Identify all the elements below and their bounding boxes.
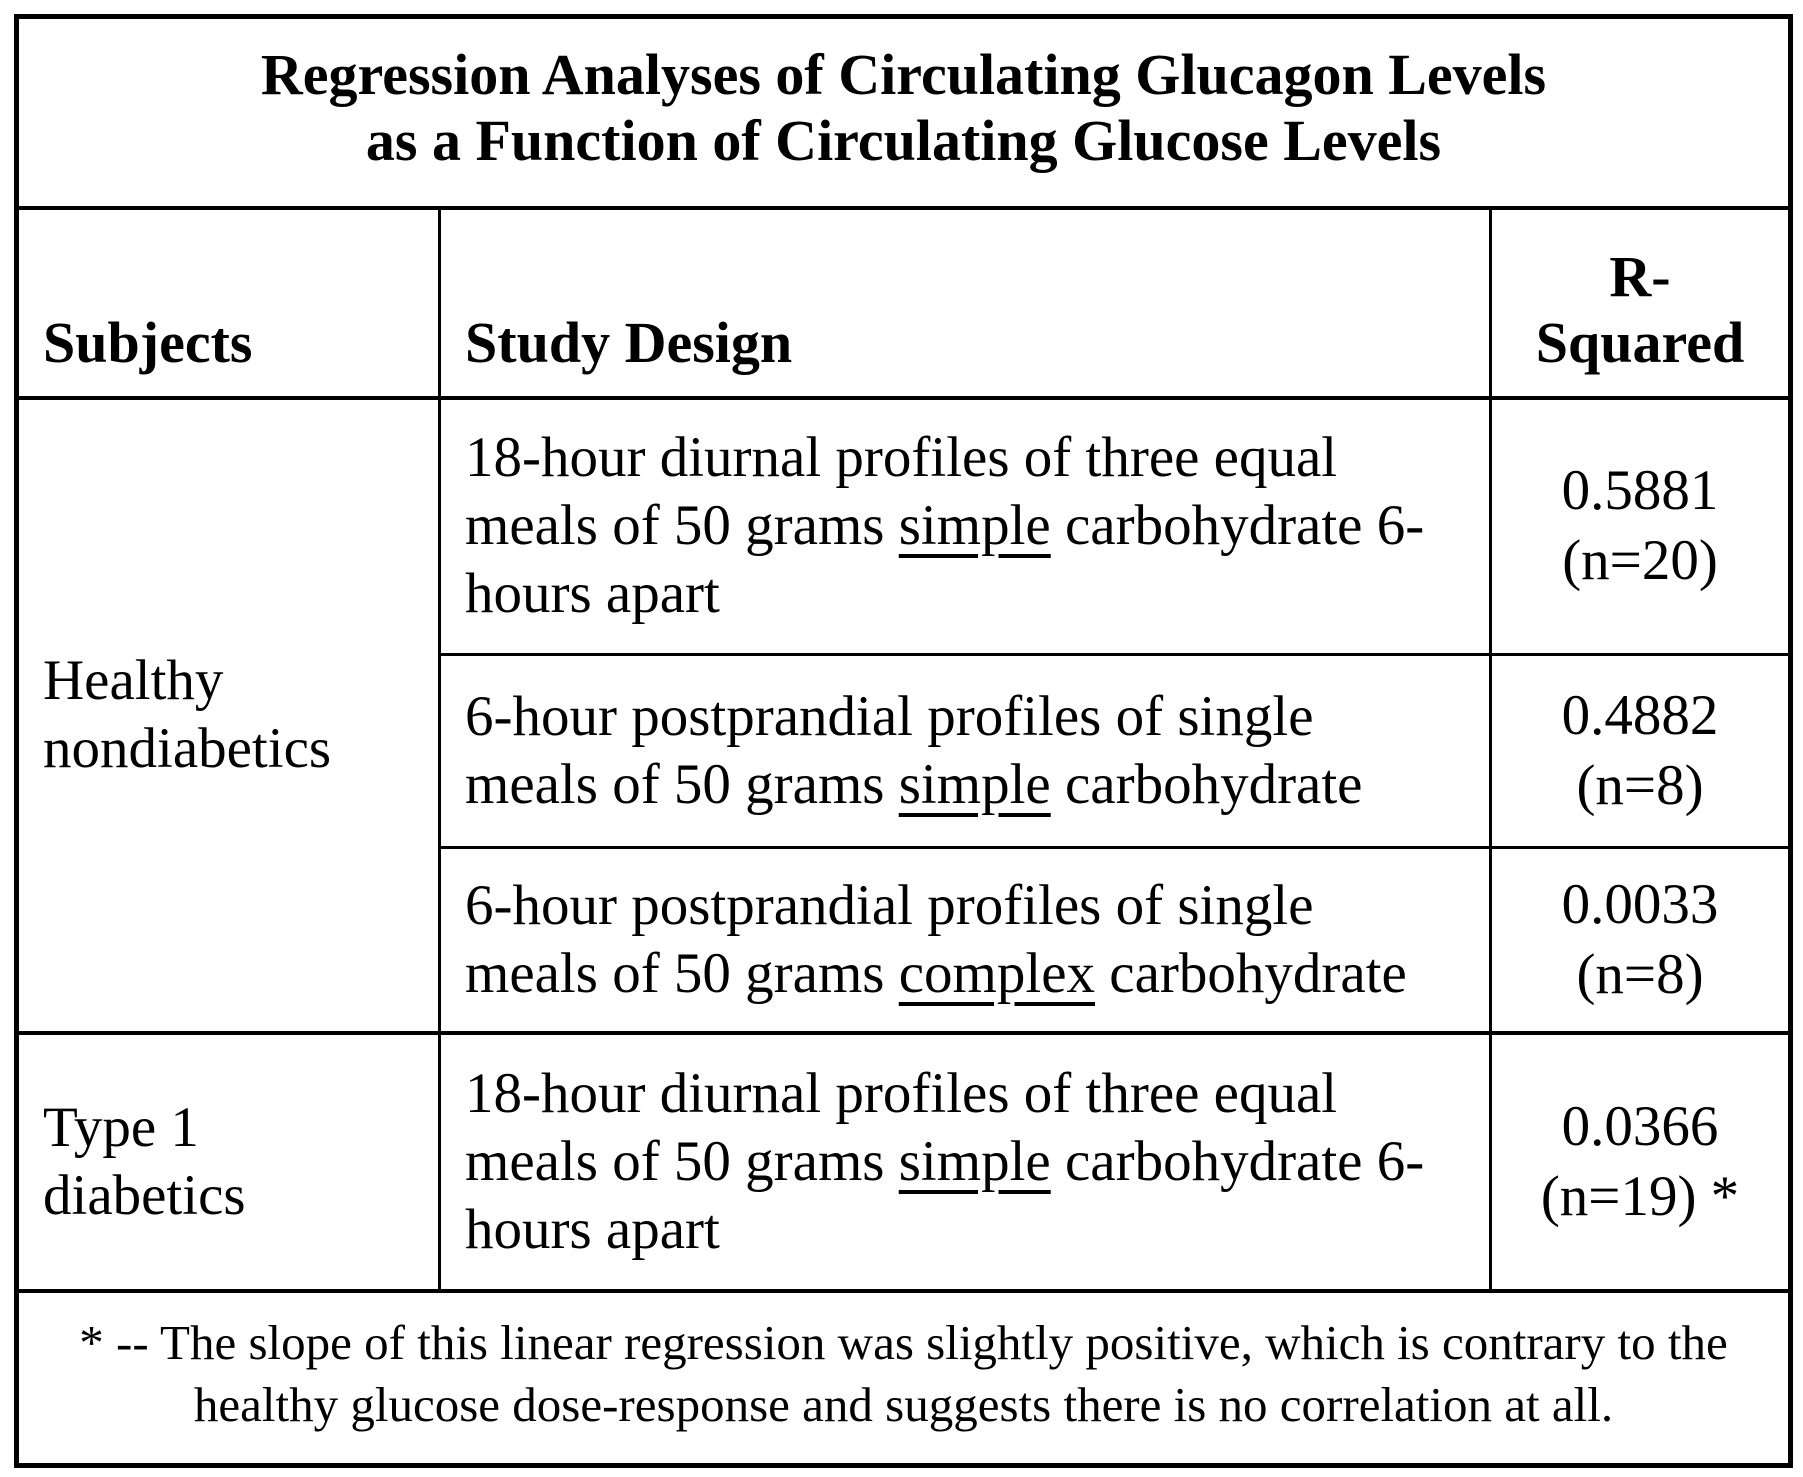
design-underlined-word: simple (898, 753, 1051, 816)
subjects-group-type1-diabetics: Type 1 diabetics (15, 1030, 441, 1292)
table-title: Regression Analyses of Circulating Gluca… (14, 15, 1793, 210)
study-design-cell: 6-hour postprandial profiles of single m… (438, 653, 1492, 849)
table-row: 6-hour postprandial profiles of single m… (17, 653, 1793, 849)
col-header-study-design: Study Design (438, 206, 1492, 400)
design-underlined-word: simple (898, 494, 1051, 558)
title-row: Regression Analyses of Circulating Gluca… (14, 15, 1793, 210)
table-row: 6-hour postprandial profiles of single m… (17, 846, 1793, 1034)
study-design-cell: 6-hour postprandial profiles of single m… (438, 846, 1492, 1034)
design-text: 18-hour diurnal profiles of three equal … (465, 1061, 1338, 1193)
design-text: 18-hour diurnal profiles of three equal … (465, 426, 1338, 558)
r-squared-value: 0.0033 (n=8) (1488, 846, 1793, 1034)
footnote-row: * -- The slope of this linear regression… (14, 1288, 1793, 1467)
table-row: Healthy nondiabetics 18-hour diurnal pro… (15, 396, 1793, 1034)
design-text: 6-hour postprandial profiles of single m… (465, 685, 1314, 816)
r-squared-value: 0.4882 (n=8) (1488, 653, 1793, 849)
r-squared-value: 0.0366 (n=19) * (1488, 1030, 1793, 1292)
header-row: Subjects Study Design R- Squared (15, 206, 1793, 400)
design-text: 6-hour postprandial profiles of single m… (465, 873, 1314, 1005)
study-design-cell: 18-hour diurnal profiles of three equal … (438, 396, 1492, 656)
regression-table: Regression Analyses of Circulating Gluca… (14, 14, 1794, 1468)
table-row: Type 1 diabetics 18-hour diurnal profile… (15, 1030, 1793, 1292)
study-design-cell: 18-hour diurnal profiles of three equal … (438, 1030, 1492, 1292)
design-underlined-word: simple (898, 1129, 1051, 1193)
design-text: carbohydrate (1050, 753, 1363, 816)
design-text: carbohydrate 6- hours apart (465, 1129, 1425, 1261)
design-text: carbohydrate (1095, 941, 1407, 1005)
design-text: carbohydrate 6- hours apart (465, 494, 1425, 626)
footnote: * -- The slope of this linear regression… (14, 1288, 1793, 1467)
col-header-r-squared: R- Squared (1488, 206, 1793, 400)
design-underlined-word: complex (898, 941, 1096, 1005)
r-squared-value: 0.5881 (n=20) (1488, 396, 1793, 656)
subjects-group-healthy-nondiabetics: Healthy nondiabetics (15, 396, 441, 1034)
col-header-subjects: Subjects (15, 206, 441, 400)
